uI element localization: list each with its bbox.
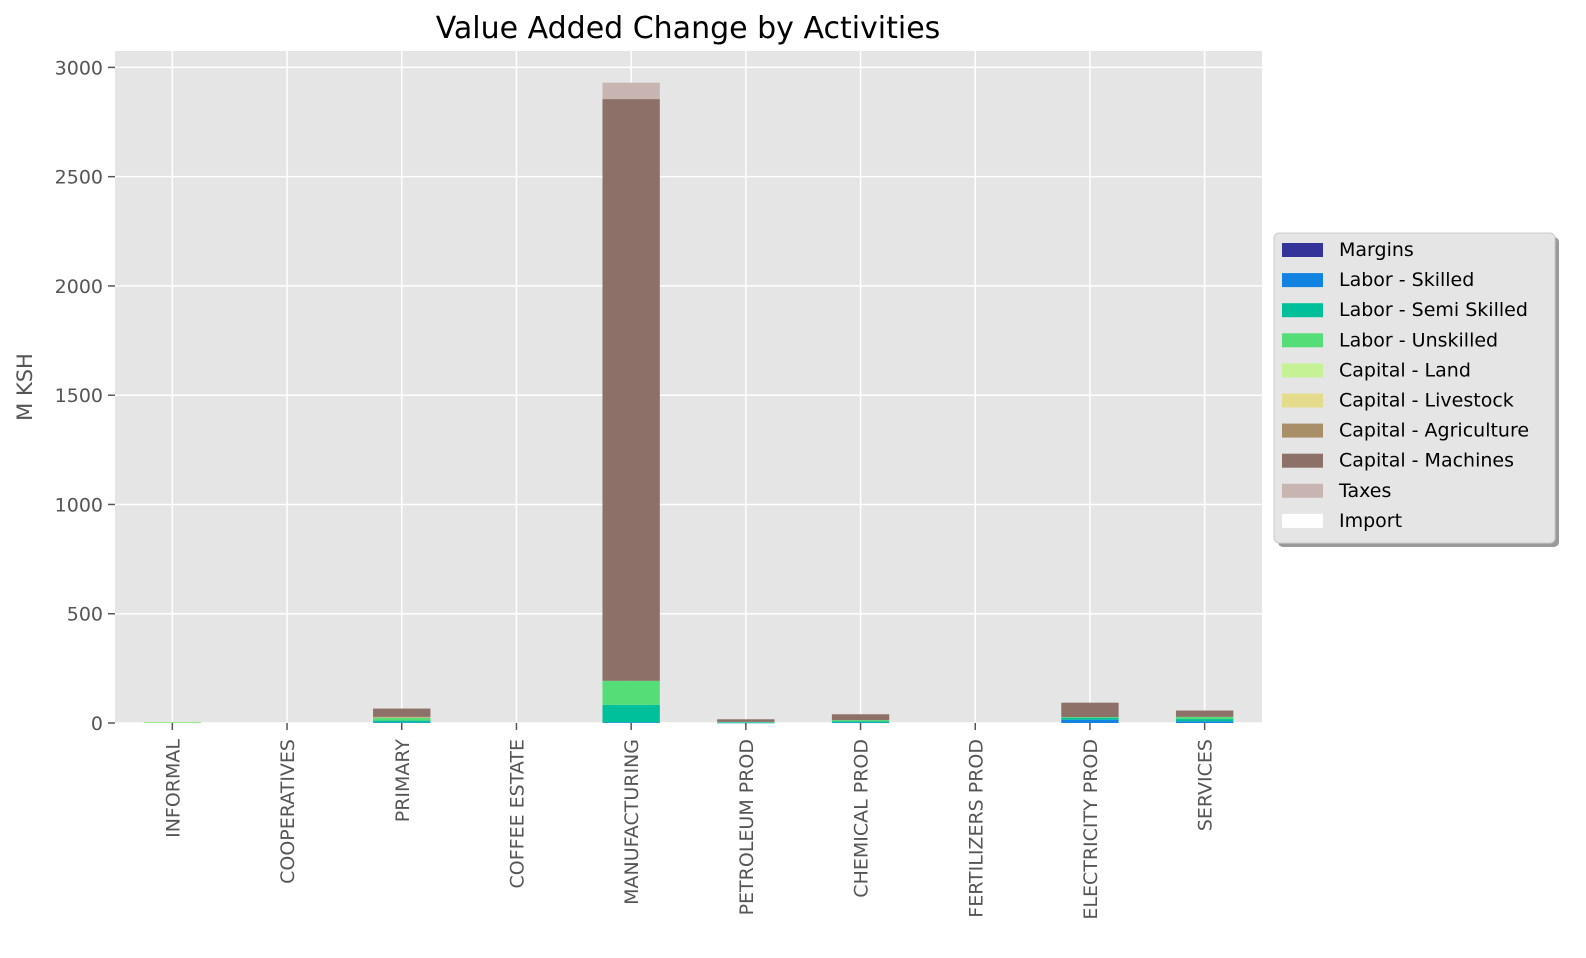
x-tick-label: INFORMAL [162, 739, 184, 838]
plot-area [115, 51, 1262, 723]
bar-segment [1175, 710, 1234, 717]
x-tick-label: FERTILIZERS PROD [965, 739, 987, 918]
legend-swatch [1282, 453, 1323, 468]
y-tick-label: 1500 [55, 385, 103, 407]
legend-label: Labor - Semi Skilled [1339, 299, 1528, 321]
bar-segment [1175, 721, 1234, 723]
bar-segment [373, 717, 431, 721]
legend-swatch [1282, 393, 1323, 408]
y-tick-label: 2000 [55, 276, 103, 298]
legend-label: Margins [1339, 239, 1414, 261]
bar-segment [831, 720, 890, 722]
legend-label: Import [1339, 510, 1402, 532]
legend-label: Taxes [1338, 480, 1391, 502]
bar-segment [143, 721, 202, 723]
x-tick-label: COFFEE ESTATE [506, 739, 528, 888]
bar-segment [602, 680, 660, 705]
legend-label: Labor - Skilled [1339, 269, 1474, 291]
x-tick-label: MANUFACTURING [621, 739, 643, 905]
bar-segment [1061, 717, 1119, 718]
legend-swatch [1282, 333, 1323, 348]
bar-segment [831, 721, 890, 723]
bar-segment [373, 708, 431, 717]
y-tick-label: 500 [67, 604, 103, 626]
bar-segment [831, 722, 890, 724]
bar-segment [143, 722, 202, 724]
chart-title: Value Added Change by Activities [436, 11, 941, 46]
y-tick-label: 3000 [55, 57, 103, 79]
legend-label: Labor - Unskilled [1339, 329, 1498, 351]
y-axis-label: M KSH [13, 353, 37, 421]
grid [115, 51, 1262, 724]
legend-swatch [1282, 513, 1323, 528]
bar-segment [717, 719, 775, 722]
bar-segment [717, 722, 775, 723]
bar-segment [602, 722, 660, 723]
legend-label: Capital - Machines [1339, 450, 1514, 472]
legend-box [1273, 232, 1556, 544]
bar-segment [602, 704, 660, 723]
bar-segment [717, 721, 775, 723]
bar-segment [1175, 716, 1234, 720]
bar-segment [373, 720, 431, 723]
y-axis: 0 500 1000 1500 2000 2500 3000 [55, 57, 115, 735]
x-tick-label: PRIMARY [392, 739, 414, 823]
legend-swatch [1282, 273, 1323, 288]
bars [143, 82, 1234, 724]
y-tick-label: 1000 [55, 494, 103, 516]
bar-segment [1061, 719, 1119, 723]
bar-segment [1061, 702, 1119, 718]
x-tick-label: PETROLEUM PROD [736, 739, 758, 915]
y-tick-label: 2500 [55, 167, 103, 189]
x-tick-label: ELECTRICITY PROD [1080, 739, 1102, 920]
legend-label: Capital - Land [1339, 359, 1471, 381]
x-tick-label: CHEMICAL PROD [851, 739, 873, 898]
bar-segment [1175, 719, 1234, 722]
bar-segment [373, 722, 431, 723]
bar-segment [373, 716, 431, 718]
legend-label: Capital - Agriculture [1339, 420, 1529, 442]
bar-segment [373, 717, 431, 719]
legend-label: Capital - Livestock [1339, 390, 1514, 412]
legend-swatch [1282, 243, 1323, 257]
bar-segment [602, 99, 660, 681]
x-tick-label: SERVICES [1195, 739, 1217, 831]
legend: Margins Labor - Skilled Labor - Semi Skill… [1273, 232, 1559, 547]
legend-swatch [1282, 303, 1323, 318]
x-tick-label: COOPERATIVES [277, 739, 299, 884]
legend-swatch [1282, 423, 1323, 438]
y-tick-label: 0 [91, 713, 103, 735]
bar-segment [1061, 717, 1119, 720]
x-axis: INFORMAL COOPERATIVES PRIMARY COFFEE ESTATE… [162, 723, 1217, 920]
legend-swatch [1282, 363, 1323, 378]
bar-segment [831, 714, 890, 721]
bar-segment [602, 82, 660, 100]
legend-swatch [1282, 483, 1323, 498]
